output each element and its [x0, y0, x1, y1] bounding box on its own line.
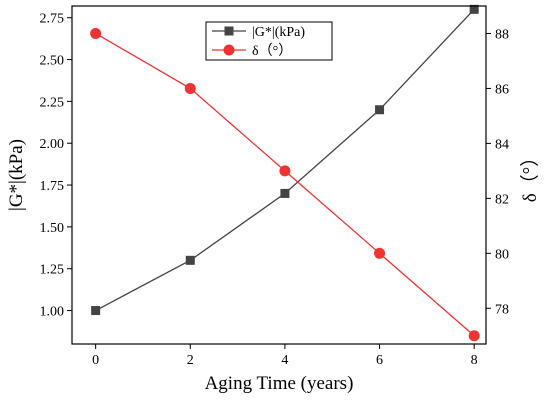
- series-1-point-3: [374, 247, 386, 259]
- series-1-point-1: [184, 82, 196, 94]
- x-tick-label-2: 4: [281, 353, 288, 368]
- series-0-point-4: [469, 4, 479, 14]
- y-left-tick-label-1: 1.25: [40, 263, 65, 278]
- ticks-layer: 0 2 4 6 8 1.00 1.25 1.50 1.75 2.00 2.25 2.50 2.75 78 8…: [40, 12, 510, 368]
- y-right-tick-label-3: 84: [495, 137, 509, 152]
- y-left-tick-label-7: 2.75: [40, 12, 65, 27]
- y-left-tick-label-6: 2.50: [40, 54, 65, 69]
- y-left-tick-label-4: 2.00: [40, 137, 65, 152]
- series-0-point-1: [185, 255, 195, 265]
- y-left-tick-label-0: 1.00: [40, 305, 65, 320]
- y-right-tick-label-1: 80: [495, 247, 509, 262]
- legend-label-delta: δ（°）: [252, 43, 292, 59]
- series-0-point-3: [375, 105, 385, 115]
- y-left-tick-label-2: 1.50: [40, 221, 65, 236]
- series-1-point-4: [468, 330, 480, 342]
- legend-marker-g: [224, 26, 234, 36]
- markers-layer: [90, 4, 480, 342]
- series-0-point-2: [280, 188, 290, 198]
- y-axis-left-title: |G*|(kPa): [6, 139, 27, 211]
- series-0-point-0: [91, 306, 101, 316]
- x-tick-label-4: 8: [471, 353, 478, 368]
- x-tick-label-3: 6: [376, 353, 383, 368]
- y-right-tick-label-5: 88: [495, 27, 509, 42]
- y-right-tick-label-2: 82: [495, 192, 509, 207]
- legend-marker-delta: [223, 44, 235, 56]
- y-right-tick-label-4: 86: [495, 82, 509, 97]
- y-left-tick-label-3: 1.75: [40, 179, 65, 194]
- series-line-1: [95, 32, 475, 337]
- legend-label-g: |G*|(kPa): [252, 25, 305, 40]
- legend: |G*|(kPa) δ（°）: [205, 21, 333, 61]
- x-tick-label-0: 0: [92, 353, 99, 368]
- x-axis-title: Aging Time (years): [205, 373, 354, 394]
- y-axis-right-title: δ（°）: [519, 148, 541, 203]
- y-right-tick-label-0: 78: [495, 302, 509, 317]
- x-tick-label-1: 2: [187, 353, 194, 368]
- series-1-point-0: [90, 27, 102, 39]
- series-1-point-2: [279, 165, 291, 177]
- plot-frame: [71, 5, 487, 345]
- y-left-tick-label-5: 2.25: [40, 95, 65, 110]
